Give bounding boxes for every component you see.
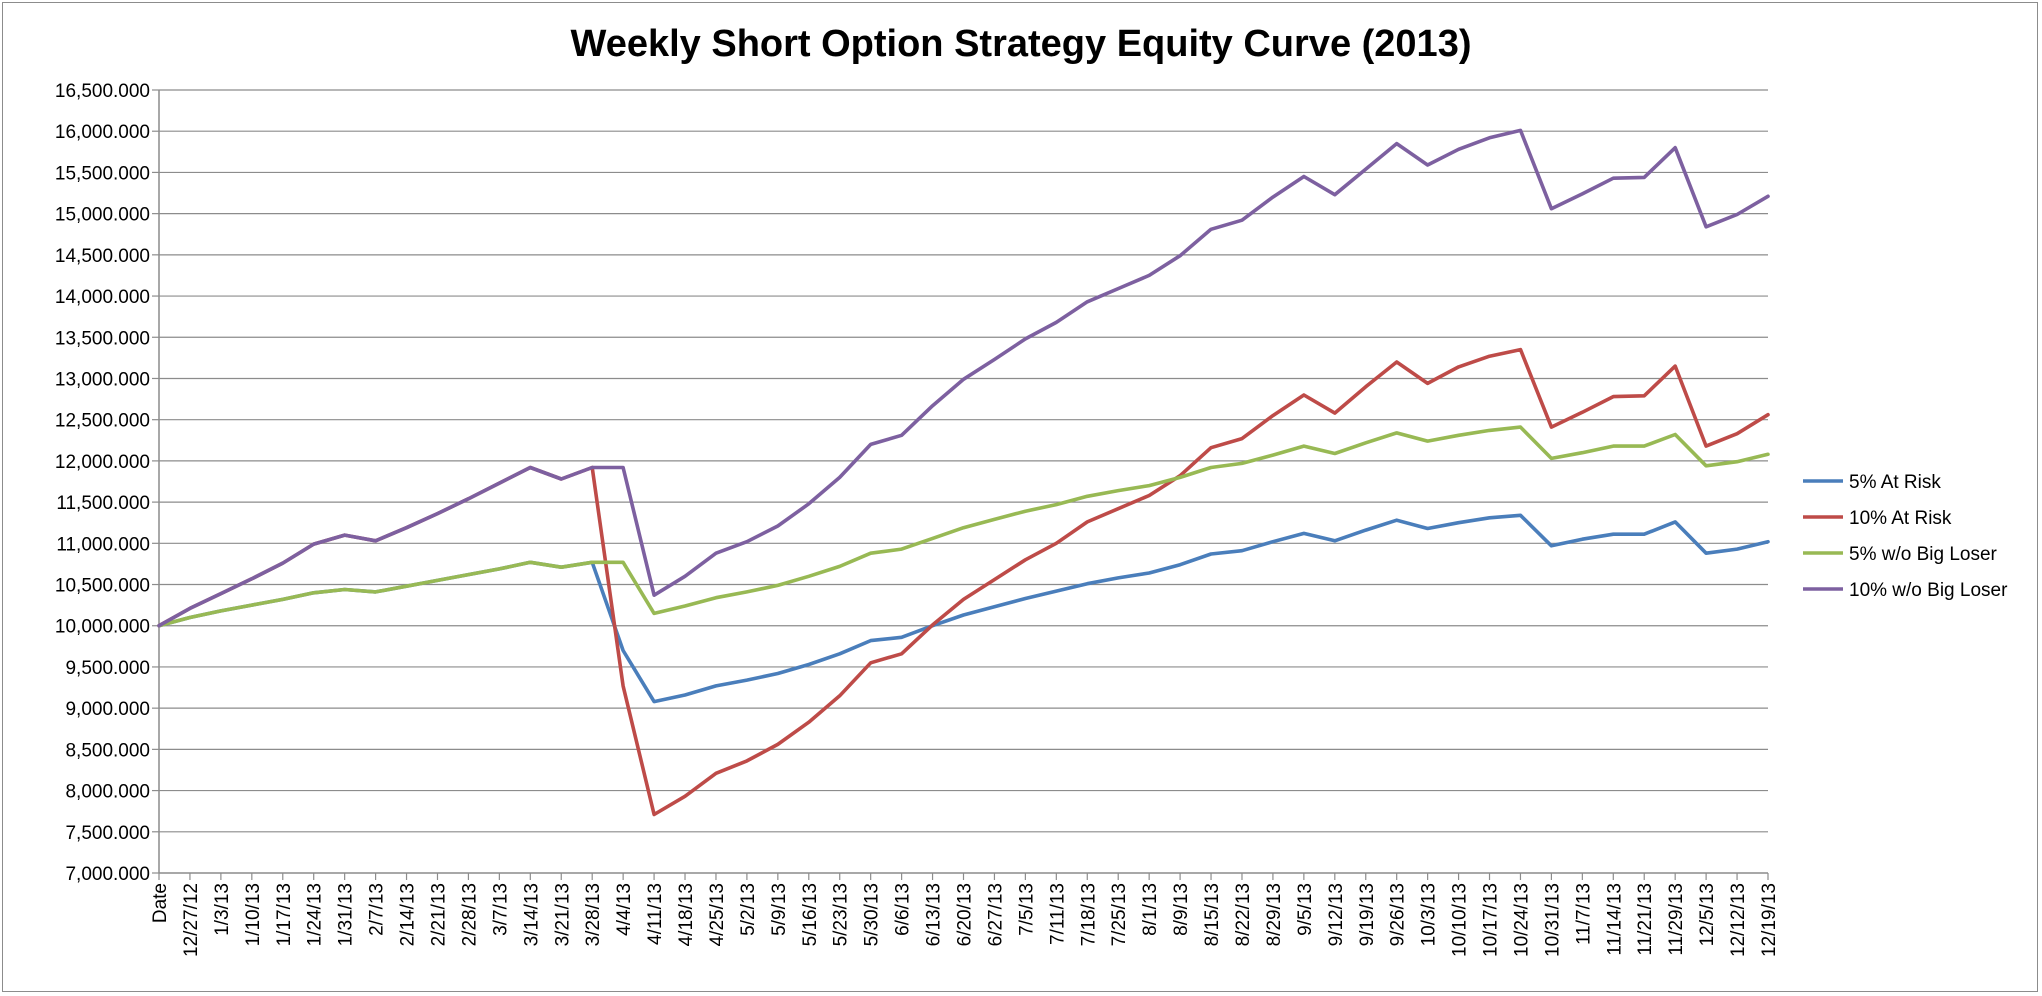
x-tick-label: 12/12/13 bbox=[1728, 883, 1749, 957]
x-tick-label: 4/25/13 bbox=[707, 883, 728, 946]
x-tick-label: 5/2/13 bbox=[738, 883, 759, 936]
legend: 5% At Risk 10% At Risk 5% w/o Big Loser 10%… bbox=[1803, 472, 2008, 601]
y-tick-label: 11,000.000 bbox=[56, 534, 150, 555]
x-tick-label: 1/17/13 bbox=[274, 883, 295, 946]
y-tick-label: 15,500.000 bbox=[55, 163, 150, 184]
y-tick-label: 10,000.000 bbox=[55, 617, 150, 638]
x-tick-label: 10/24/13 bbox=[1511, 883, 1532, 957]
x-tick-label: 10/10/13 bbox=[1450, 883, 1471, 957]
x-tick-label: 8/22/13 bbox=[1233, 883, 1254, 946]
chart-title: Weekly Short Option Strategy Equity Curv… bbox=[570, 23, 1472, 65]
x-tick-label: 7/11/13 bbox=[1047, 883, 1068, 945]
x-tick-label: 7/18/13 bbox=[1078, 883, 1099, 946]
x-tick-label: 3/28/13 bbox=[583, 883, 604, 946]
line-chart: 7,000.000 7,500.000 8,000.000 8,500.000 9,00… bbox=[55, 81, 2008, 957]
y-tick-label: 15,000.000 bbox=[55, 205, 150, 226]
y-tick-label: 16,500.000 bbox=[55, 81, 150, 102]
x-tick-label: 8/1/13 bbox=[1140, 883, 1161, 936]
gridlines bbox=[159, 89, 1768, 833]
y-axis-tick-labels: 7,000.000 7,500.000 8,000.000 8,500.000 9,00… bbox=[55, 81, 150, 885]
y-tick-label: 12,500.000 bbox=[55, 411, 150, 432]
x-tick-label: 12/19/13 bbox=[1759, 883, 1780, 957]
x-tick-label: 6/27/13 bbox=[985, 883, 1006, 946]
x-tick-label: 9/5/13 bbox=[1295, 883, 1316, 936]
x-tick-label: 5/23/13 bbox=[831, 883, 852, 946]
x-tick-label: 9/26/13 bbox=[1388, 883, 1409, 946]
legend-label: 10% w/o Big Loser bbox=[1849, 580, 2008, 601]
legend-label: 10% At Risk bbox=[1849, 508, 1952, 529]
y-tick-label: 7,000.000 bbox=[65, 864, 150, 885]
x-tick-label: 1/24/13 bbox=[305, 883, 326, 946]
x-tick-label: 3/14/13 bbox=[521, 883, 542, 946]
axes bbox=[152, 89, 1769, 880]
x-tick-label: 3/21/13 bbox=[552, 883, 573, 946]
y-tick-label: 8,500.000 bbox=[65, 740, 150, 761]
y-tick-label: 14,500.000 bbox=[55, 246, 150, 267]
x-tick-label: 5/16/13 bbox=[800, 883, 821, 946]
x-tick-label: 7/25/13 bbox=[1109, 883, 1130, 946]
x-tick-label: 12/27/12 bbox=[181, 883, 202, 957]
x-tick-label: 1/31/13 bbox=[336, 883, 357, 946]
x-tick-label: 5/9/13 bbox=[769, 883, 790, 936]
series-line-3 bbox=[157, 425, 1770, 628]
x-tick-label: 4/18/13 bbox=[676, 883, 697, 946]
y-tick-label: 11,500.000 bbox=[56, 493, 150, 514]
series-lines bbox=[157, 128, 1770, 817]
x-tick-label: 10/3/13 bbox=[1419, 883, 1440, 946]
y-tick-label: 13,500.000 bbox=[55, 328, 150, 349]
x-tick-label: 5/30/13 bbox=[862, 883, 883, 946]
x-tick-label: 2/7/13 bbox=[367, 883, 388, 936]
x-tick-label: 10/17/13 bbox=[1481, 883, 1502, 957]
x-tick-label: 3/7/13 bbox=[490, 883, 511, 936]
x-tick-label: 8/29/13 bbox=[1264, 883, 1285, 946]
x-tick-label: 11/29/13 bbox=[1666, 883, 1687, 956]
x-tick-label: 8/15/13 bbox=[1202, 883, 1223, 946]
y-tick-label: 13,000.000 bbox=[55, 369, 150, 390]
x-tick-label: 11/14/13 bbox=[1604, 883, 1625, 956]
x-tick-label: 2/14/13 bbox=[398, 883, 419, 946]
x-tick-label: 1/10/13 bbox=[243, 883, 264, 946]
y-tick-label: 12,000.000 bbox=[55, 452, 150, 473]
x-axis-tick-labels: Date 12/27/12 1/3/13 1/10/13 1/17/13 1/24/13 1… bbox=[150, 883, 1780, 957]
y-tick-label: 9,500.000 bbox=[65, 658, 150, 679]
y-tick-label: 9,000.000 bbox=[65, 699, 150, 720]
x-tick-label: 10/31/13 bbox=[1542, 883, 1563, 957]
x-tick-label: 6/20/13 bbox=[955, 883, 976, 946]
x-tick-label: 7/5/13 bbox=[1016, 883, 1037, 936]
x-tick-label: 12/5/13 bbox=[1697, 883, 1718, 946]
x-tick-label: 9/12/13 bbox=[1326, 883, 1347, 946]
x-tick-label: 2/28/13 bbox=[459, 883, 480, 946]
x-tick-label: 11/21/13 bbox=[1635, 883, 1656, 956]
legend-label: 5% w/o Big Loser bbox=[1849, 544, 1998, 565]
y-tick-label: 16,000.000 bbox=[55, 122, 150, 143]
x-tick-label: 6/13/13 bbox=[924, 883, 945, 946]
x-tick-label: 6/6/13 bbox=[893, 883, 914, 936]
legend-label: 5% At Risk bbox=[1849, 472, 1941, 493]
x-tick-label: 8/9/13 bbox=[1171, 883, 1192, 936]
x-tick-label: 1/3/13 bbox=[212, 883, 233, 936]
x-tick-label: 11/7/13 bbox=[1573, 883, 1594, 945]
y-tick-label: 10,500.000 bbox=[55, 576, 150, 597]
x-tick-label: 4/4/13 bbox=[614, 883, 635, 936]
x-tick-label: Date bbox=[150, 883, 171, 923]
y-tick-label: 7,500.000 bbox=[65, 823, 150, 844]
y-tick-label: 14,000.000 bbox=[55, 287, 150, 308]
y-tick-label: 8,000.000 bbox=[65, 782, 150, 803]
x-tick-label: 2/21/13 bbox=[428, 883, 449, 946]
x-tick-label: 9/19/13 bbox=[1357, 883, 1378, 946]
x-tick-label: 4/11/13 bbox=[645, 883, 666, 945]
